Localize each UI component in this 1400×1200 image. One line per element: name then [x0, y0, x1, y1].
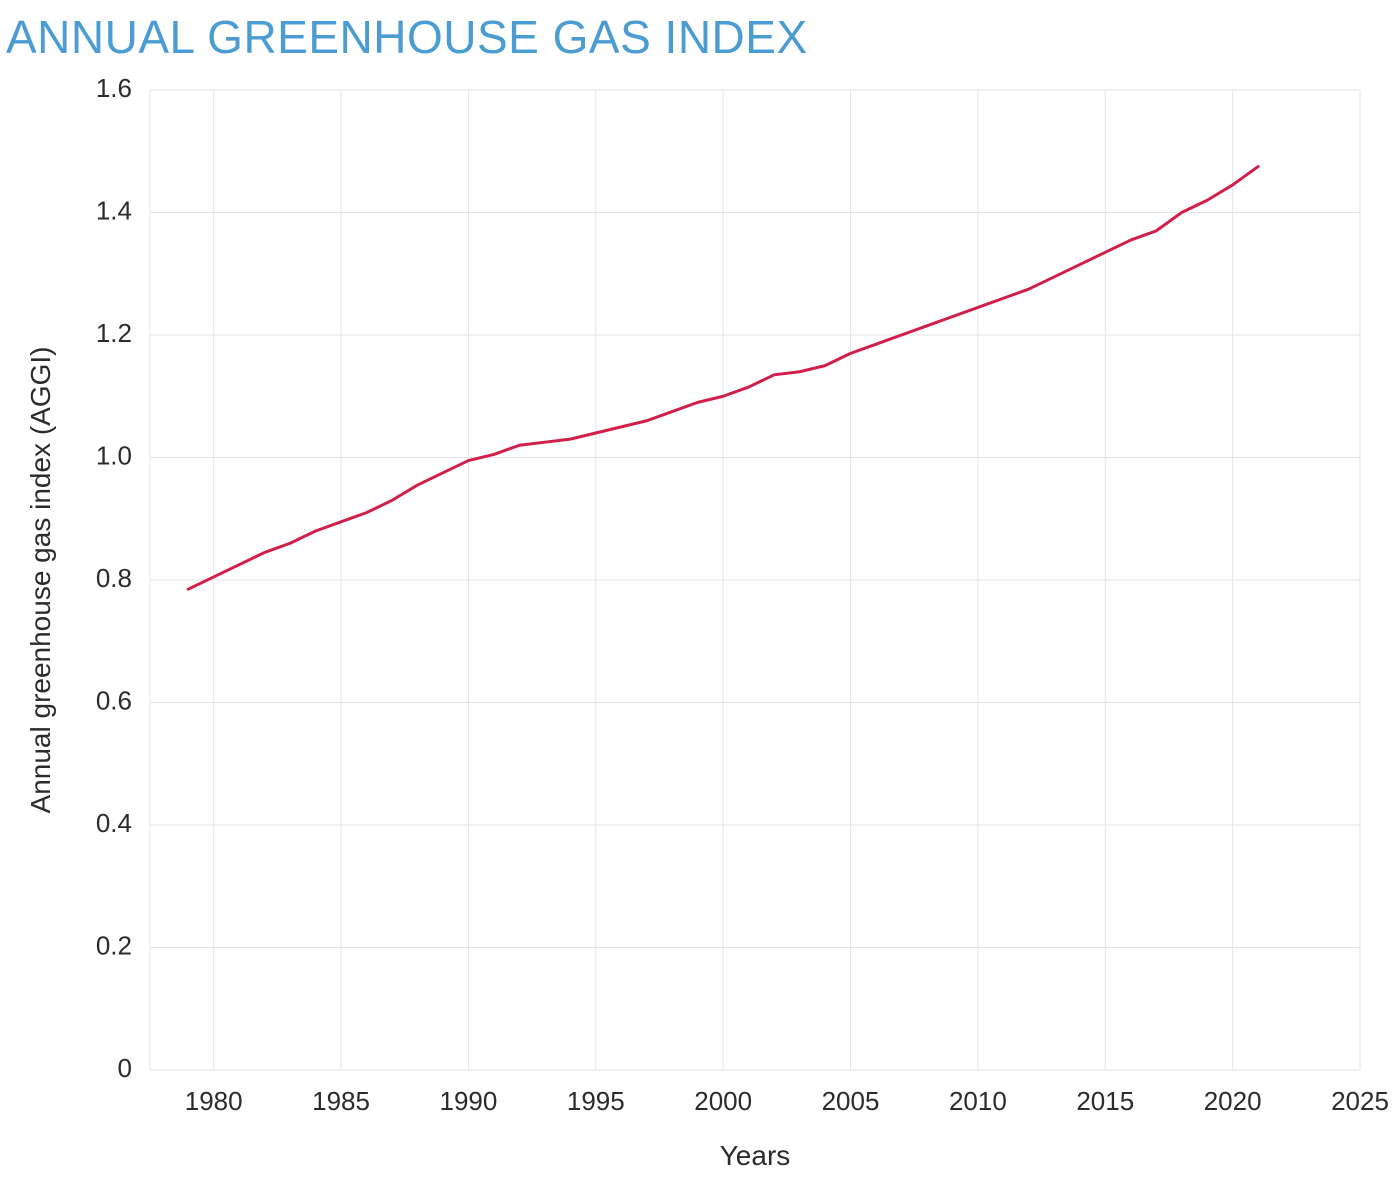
chart-background: [0, 70, 1400, 1200]
chart-title: ANNUAL GREENHOUSE GAS INDEX: [6, 10, 1380, 64]
x-tick-label: 1990: [439, 1086, 497, 1116]
y-tick-label: 1.6: [96, 73, 132, 103]
x-tick-label: 2000: [694, 1086, 752, 1116]
y-tick-label: 1.0: [96, 440, 132, 470]
x-tick-label: 2025: [1331, 1086, 1389, 1116]
x-tick-label: 2005: [822, 1086, 880, 1116]
x-tick-label: 1995: [567, 1086, 625, 1116]
chart-container: 0 0.2 0.4 0.6 0.8 1.0 1.2 1.4 1.6 1980 1985 1990 199…: [0, 70, 1400, 1200]
y-axis-ticks: 0 0.2 0.4 0.6 0.8 1.0 1.2 1.4 1.6: [96, 73, 132, 1083]
x-tick-label: 2010: [949, 1086, 1007, 1116]
y-tick-label: 0.6: [96, 685, 132, 715]
x-tick-label: 2020: [1204, 1086, 1262, 1116]
x-tick-label: 2015: [1076, 1086, 1134, 1116]
page-root: ANNUAL GREENHOUSE GAS INDEX 0 0.2 0.4 0.6 0.…: [0, 0, 1400, 1200]
y-tick-label: 1.4: [96, 195, 132, 225]
y-tick-label: 1.2: [96, 318, 132, 348]
y-tick-label: 0: [118, 1053, 132, 1083]
line-chart: 0 0.2 0.4 0.6 0.8 1.0 1.2 1.4 1.6 1980 1985 1990 199…: [0, 70, 1400, 1200]
x-axis-label: Years: [720, 1140, 791, 1171]
y-axis-label: Annual greenhouse gas index (AGGI): [25, 347, 56, 814]
y-tick-label: 0.8: [96, 563, 132, 593]
x-tick-label: 1985: [312, 1086, 370, 1116]
y-tick-label: 0.4: [96, 808, 132, 838]
y-tick-label: 0.2: [96, 930, 132, 960]
x-tick-label: 1980: [185, 1086, 243, 1116]
